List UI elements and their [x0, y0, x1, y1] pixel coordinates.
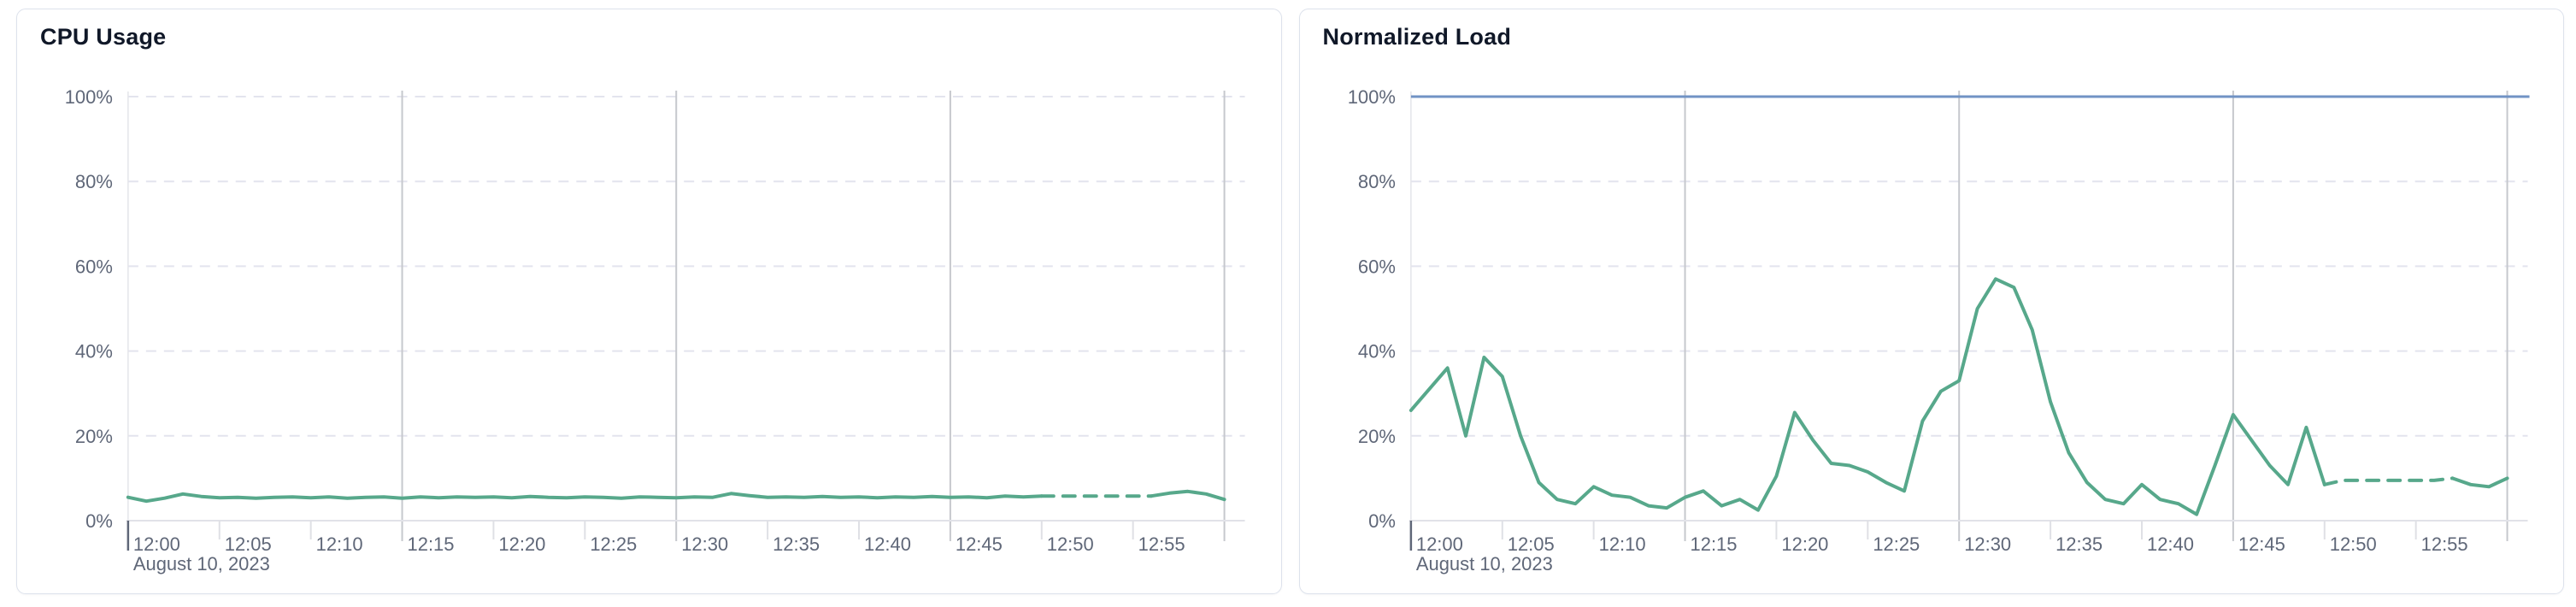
x-tick-label-12-40: 12:40 [2146, 533, 2193, 555]
y-tick-label-80pct: 80% [1357, 171, 1395, 192]
x-axis-date-label: August 10, 2023 [1415, 553, 1552, 575]
y-tick-label-40pct: 40% [1357, 341, 1395, 362]
normalized-load-percent-solid [1409, 277, 2326, 516]
x-tick-label-12-10: 12:10 [316, 533, 363, 555]
x-tick-label-12-25: 12:25 [590, 533, 637, 555]
y-tick-label-20pct: 20% [75, 426, 113, 447]
cpu-usage-chart-canvas[interactable]: 0% 20% 40% 60% 80% 100% 12:00 12:05 12:10 12:15 12… [17, 56, 1281, 593]
x-tick-label-12-15: 12:15 [408, 533, 455, 555]
cpu-usage-card: CPU Usage 0% 20% 40% 60% 80% 100% 12:00 12:05 12… [16, 9, 1282, 594]
x-tick-label-12-55: 12:55 [1138, 533, 1185, 555]
chart-title-cpu-usage: CPU Usage [40, 24, 167, 50]
y-tick-label-60pct: 60% [75, 256, 113, 277]
x-tick-label-12-35: 12:35 [773, 533, 820, 555]
x-tick-label-12-20: 12:20 [1781, 533, 1828, 555]
x-tick-label-12-50: 12:50 [2329, 533, 2376, 555]
x-tick-label-12-45: 12:45 [956, 533, 1003, 555]
x-tick-label-12-10: 12:10 [1598, 533, 1645, 555]
x-tick-label-12-05: 12:05 [1507, 533, 1554, 555]
y-tick-label-100pct: 100% [65, 86, 113, 108]
cpu-usage-percent-solid-tail [1150, 489, 1226, 502]
x-tick-label-12-30: 12:30 [681, 533, 728, 555]
x-tick-label-12-20: 12:20 [498, 533, 545, 555]
x-tick-label-12-15: 12:15 [1690, 533, 1737, 555]
normalized-load-chart-canvas[interactable]: 0% 20% 40% 60% 80% 100% 12:00 12:05 12:10 12:15 12… [1300, 56, 2564, 593]
x-tick-label-12-05: 12:05 [225, 533, 272, 555]
x-tick-label-12-40: 12:40 [864, 533, 911, 555]
x-tick-label-12-30: 12:30 [1964, 533, 2011, 555]
normalized-load-card: Normalized Load 0% 20% 40% 60% 80% 100% 12:00 1… [1298, 9, 2564, 594]
x-axis-date-label: August 10, 2023 [133, 553, 270, 575]
y-tick-label-0pct: 0% [85, 510, 113, 532]
y-tick-label-60pct: 60% [1357, 256, 1395, 277]
x-tick-label-12-50: 12:50 [1047, 533, 1094, 555]
normalized-load-percent-dashed-projection [2322, 476, 2454, 486]
y-tick-label-0pct: 0% [1368, 510, 1396, 532]
x-tick-label-12-00: 12:00 [133, 533, 180, 555]
x-tick-label-12-25: 12:25 [1873, 533, 1920, 555]
x-tick-label-12-45: 12:45 [2238, 533, 2285, 555]
x-tick-label-12-55: 12:55 [2420, 533, 2467, 555]
x-tick-label-12-00: 12:00 [1415, 533, 1462, 555]
y-tick-label-80pct: 80% [75, 171, 113, 192]
y-tick-label-40pct: 40% [75, 341, 113, 362]
chart-title-normalized-load: Normalized Load [1322, 24, 1512, 50]
normalized-load-percent-solid-tail [2450, 476, 2509, 489]
cpu-usage-percent-solid [126, 492, 1044, 504]
x-tick-label-12-35: 12:35 [2056, 533, 2103, 555]
y-tick-label-20pct: 20% [1357, 426, 1395, 447]
y-tick-label-100pct: 100% [1347, 86, 1395, 108]
